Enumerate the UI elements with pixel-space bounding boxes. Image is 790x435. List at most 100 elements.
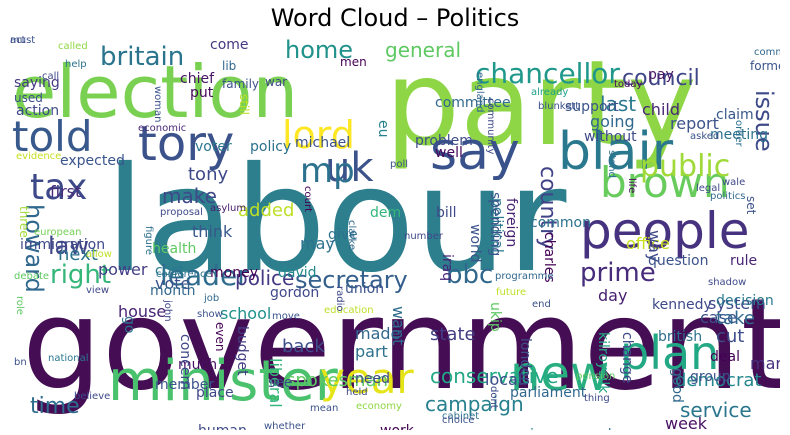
word-many: many xyxy=(750,354,780,373)
word-parliament: parliament xyxy=(510,385,587,401)
word-put: put xyxy=(190,85,214,101)
word-mp: mp xyxy=(300,151,355,191)
word-saying: saying xyxy=(14,75,60,91)
word-union: union xyxy=(345,281,385,297)
word-mean: mean xyxy=(310,403,339,414)
word-human: human xyxy=(198,424,247,430)
word-number: number xyxy=(404,231,444,242)
word-order: order xyxy=(733,120,744,147)
word-last: last xyxy=(600,92,637,116)
word-wale: wale xyxy=(722,177,746,188)
word-expected: expected xyxy=(60,153,125,169)
word-deal: deal xyxy=(710,349,740,365)
word-going: going xyxy=(590,112,635,131)
word-policy: policy xyxy=(250,139,292,155)
word-vote: vote xyxy=(155,274,191,293)
word-election: election xyxy=(12,50,299,134)
word-dont: dont xyxy=(488,386,499,409)
word-see: see xyxy=(268,375,293,391)
word-poll: poll xyxy=(390,159,409,170)
word-case: case xyxy=(700,308,737,327)
word-place: place xyxy=(196,385,234,401)
word-still: still xyxy=(237,94,251,115)
word-much: much xyxy=(178,357,218,373)
word-told: told xyxy=(12,112,93,161)
word-three: three xyxy=(17,206,31,238)
word-court: court xyxy=(302,186,313,212)
word-concern: concern xyxy=(177,334,193,390)
word-office: office xyxy=(626,234,670,253)
word-evidence: evidence xyxy=(16,151,62,162)
word-cabinet: cabinet xyxy=(442,411,480,422)
word-police: police xyxy=(235,266,295,290)
word-britain: britain xyxy=(100,42,185,72)
word-proposal: proposal xyxy=(160,207,203,218)
word-david: david xyxy=(278,265,317,281)
word-gordon: gordon xyxy=(270,285,320,301)
word-law: law xyxy=(48,232,90,260)
word-kennedy: kennedy xyxy=(652,297,712,313)
word-good: good xyxy=(669,368,685,403)
word-asylum: asylum xyxy=(210,203,247,214)
word-money: money xyxy=(210,265,258,281)
word-pension: pension xyxy=(576,371,616,382)
word-right: right xyxy=(50,260,112,290)
word-action: action xyxy=(16,103,60,119)
word-part: part xyxy=(355,342,388,361)
word-asked: asked xyxy=(690,131,720,142)
word-decision: decision xyxy=(716,293,774,309)
word-increase: increase xyxy=(530,428,589,430)
word-men: men xyxy=(340,55,367,69)
word-new: new xyxy=(510,346,610,402)
word-british: british xyxy=(658,329,703,345)
word-meeting: meeting xyxy=(710,127,769,143)
word-clear: clear xyxy=(600,428,635,430)
word-dem: dem xyxy=(370,205,402,221)
word-service: service xyxy=(680,398,752,422)
word-party: party xyxy=(385,36,697,172)
word-people: people xyxy=(580,202,750,260)
word-give: give xyxy=(328,227,358,243)
word-rule: rule xyxy=(730,253,758,269)
word-bill: bill xyxy=(436,205,457,221)
word-labour: labour xyxy=(105,136,567,305)
word-economic: economic xyxy=(138,123,187,134)
word-politics: politics xyxy=(710,191,746,202)
word-blair: blair xyxy=(558,122,674,182)
word-move: move xyxy=(272,311,300,322)
word-cut: cut xyxy=(716,326,745,347)
word-community: community xyxy=(485,98,496,155)
word-programme: programme xyxy=(495,271,554,282)
word-house: house xyxy=(118,302,167,321)
word-cost: cost xyxy=(155,263,185,279)
word-england: england xyxy=(474,72,485,113)
word-support: support xyxy=(565,99,619,115)
word-spending: spending xyxy=(487,192,503,257)
word-clarke: clarke xyxy=(346,220,357,251)
word-conference: conference xyxy=(156,269,212,280)
word-need: need xyxy=(355,371,390,387)
word-radio: radio xyxy=(334,286,345,312)
word-help: help xyxy=(65,59,87,70)
word-tax: tax xyxy=(30,167,88,208)
word-may: may xyxy=(300,234,335,253)
word-call: call xyxy=(42,71,60,82)
word-system: system xyxy=(708,294,766,313)
word-question: question xyxy=(648,253,709,269)
word-public: public xyxy=(640,149,731,184)
word-home: home xyxy=(285,36,354,64)
word-state: state xyxy=(430,324,476,345)
word-uk: uk xyxy=(325,145,374,191)
word-minister: minister xyxy=(108,349,338,414)
word-council: council xyxy=(622,66,700,91)
word-go: go xyxy=(121,316,137,334)
word-act: act xyxy=(10,36,26,46)
word-kilroysilk: kilroysilk xyxy=(595,332,611,394)
word-take: take xyxy=(716,308,755,329)
word-chief: chief xyxy=(180,71,215,87)
word-general: general xyxy=(385,38,462,62)
word-cloud: labour government party election people minis… xyxy=(10,36,780,430)
word-school: school xyxy=(220,304,272,323)
word-comment: comment xyxy=(754,47,780,58)
chart-title: Word Cloud – Politics xyxy=(270,4,520,32)
